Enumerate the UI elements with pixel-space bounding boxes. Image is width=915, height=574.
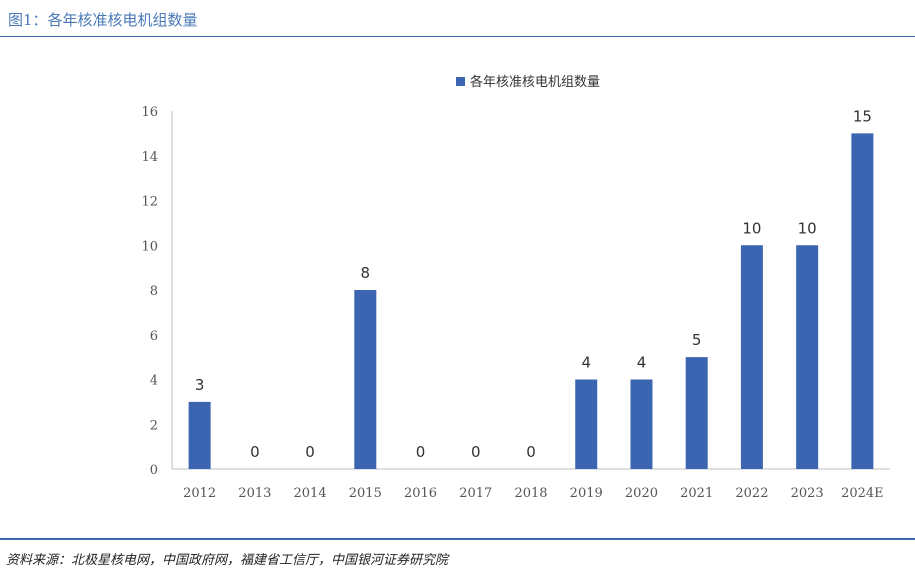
y-tick-label: 6 [150, 329, 158, 344]
y-tick-label: 16 [141, 105, 158, 120]
x-tick-label: 2023 [791, 486, 824, 501]
bar-2023 [796, 245, 819, 469]
data-label-2022: 10 [742, 219, 761, 237]
data-label-2016: 0 [416, 443, 426, 461]
x-tick-label: 2015 [349, 486, 382, 501]
bar-2020 [630, 379, 653, 469]
legend-swatch [456, 77, 465, 86]
x-tick-label: 2024E [841, 486, 884, 501]
figure-title: 图1：各年核准核电机组数量 [8, 11, 198, 29]
x-tick-label: 2017 [459, 486, 492, 501]
y-tick-label: 8 [150, 284, 158, 299]
source-note: 资料来源：北极星核电网，中国政府网，福建省工信厅，中国银河证券研究院 [6, 553, 449, 568]
x-tick-label: 2022 [735, 486, 768, 501]
bottom-divider [0, 538, 915, 540]
data-label-2020: 4 [637, 354, 647, 372]
data-label-2021: 5 [692, 331, 702, 349]
data-label-2023: 10 [798, 219, 817, 237]
data-label-2024E: 15 [853, 107, 872, 125]
bar-2021 [685, 357, 708, 469]
x-tick-label: 2020 [625, 486, 658, 501]
y-tick-label: 4 [150, 374, 158, 389]
x-tick-label: 2014 [294, 486, 327, 501]
top-divider [0, 36, 915, 37]
y-tick-label: 2 [150, 418, 158, 433]
bars [188, 133, 874, 469]
bar-2019 [575, 379, 598, 469]
data-labels: 3 0 0 8 0 0 0 4 4 5 10 10 15 [195, 107, 872, 461]
x-tick-label: 2016 [404, 486, 437, 501]
y-tick-label: 0 [150, 463, 158, 478]
bar-2024E [851, 133, 874, 469]
x-tick-label: 2013 [238, 486, 271, 501]
data-label-2013: 0 [250, 443, 260, 461]
x-tick-label: 2018 [514, 486, 547, 501]
bar-2012 [188, 401, 211, 469]
bar-2015 [354, 290, 377, 469]
data-label-2014: 0 [305, 443, 315, 461]
data-label-2015: 8 [361, 264, 371, 282]
x-axis: 2012 2013 2014 2015 2016 2017 2018 2019 2020 2021… [183, 486, 884, 501]
data-label-2019: 4 [581, 354, 591, 372]
bar-2022 [740, 245, 763, 469]
legend-label: 各年核准核电机组数量 [470, 74, 600, 90]
y-tick-label: 12 [141, 195, 158, 210]
x-tick-label: 2019 [570, 486, 603, 501]
data-label-2017: 0 [471, 443, 481, 461]
y-tick-label: 10 [141, 239, 158, 254]
legend: 各年核准核电机组数量 [456, 74, 600, 90]
data-label-2012: 3 [195, 376, 205, 394]
x-tick-label: 2012 [183, 486, 216, 501]
x-tick-label: 2021 [680, 486, 713, 501]
y-axis: 0 2 4 6 8 10 12 14 16 [141, 105, 158, 478]
data-label-2018: 0 [526, 443, 536, 461]
y-tick-label: 14 [141, 150, 158, 165]
